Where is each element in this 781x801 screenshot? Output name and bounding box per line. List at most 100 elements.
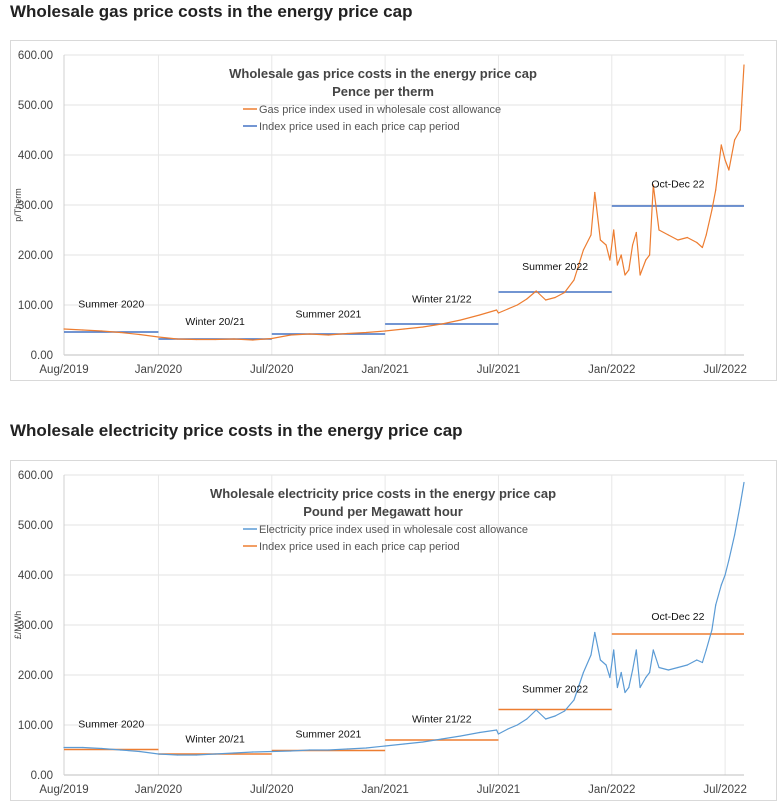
chart1-index-point	[667, 669, 670, 671]
chart0-index-point	[628, 269, 630, 271]
chart1-index-point	[327, 749, 330, 751]
chart0-index-point	[554, 296, 556, 299]
chart0-legend-label: Index price used in each price cap perio…	[259, 121, 460, 133]
chart1-index-point	[214, 753, 216, 755]
chart1-index-point	[728, 559, 730, 561]
chart1-x-tick-label: Jul/2021	[477, 784, 520, 796]
chart1-index-point	[101, 747, 103, 750]
chart0-index-point	[495, 309, 498, 311]
chart1-index-point	[631, 669, 634, 671]
chart1-index-point	[609, 676, 611, 679]
chart1-index-point	[628, 686, 630, 689]
chart1-index-point	[157, 753, 160, 755]
chart0-index-point	[403, 328, 405, 330]
chart1-index-point	[308, 749, 311, 751]
chart1-index-point	[616, 686, 619, 689]
chart1-index-point	[495, 729, 498, 731]
chart0-index-point	[214, 338, 216, 341]
chart0-index-point	[176, 338, 178, 340]
chart0-index-point	[686, 236, 688, 239]
chart1-index-point	[605, 664, 607, 666]
chart1-index-point	[582, 671, 585, 674]
chart0-index-point	[422, 326, 424, 328]
chart1-index-point	[705, 649, 707, 651]
chart0-y-tick-label: 100.00	[18, 300, 53, 312]
chart1-subtitle: Pound per Megawatt hour	[303, 504, 463, 519]
chart0-y-tick-label: 600.00	[18, 50, 53, 62]
chart1-index-point	[733, 534, 736, 536]
chart0-index-point	[599, 239, 602, 241]
chart0-index-point	[624, 274, 626, 276]
chart1-index-point	[526, 718, 528, 720]
chart1-index-point	[554, 715, 556, 717]
chart1-y-tick-label: 0.00	[31, 770, 53, 782]
chart1-index-point	[624, 691, 626, 694]
chart0-index-point	[613, 229, 615, 231]
chart0-index-point	[648, 254, 651, 256]
chart1-index-point	[120, 749, 122, 751]
chart0-index-point	[733, 139, 736, 141]
chart1-index-point	[233, 752, 235, 754]
chart1-index-point	[507, 728, 509, 730]
chart1-index-point	[290, 750, 292, 752]
chart1-index-point	[497, 733, 500, 735]
chart1-x-tick-label: Jan/2020	[135, 784, 182, 796]
chart0-index-point	[645, 259, 647, 261]
chart0-index-point	[728, 169, 730, 171]
chart0-index-point	[701, 246, 704, 249]
chart1-index-point	[403, 743, 405, 745]
chart1-annotation-summer-2020: Summer 2020	[78, 719, 144, 731]
chart1-index-point	[739, 504, 741, 506]
electricity-chart-panel: 0.00 100.00 200.00 300.00 400.00 500.00 600.00…	[10, 460, 777, 801]
chart1-x-tick-label: Aug/2019	[39, 784, 88, 796]
chart0-index-point	[82, 329, 84, 331]
chart1-index-point	[648, 671, 651, 674]
chart0-index-point	[720, 144, 722, 146]
chart0-index-point	[63, 328, 65, 330]
chart1-index-point	[696, 659, 698, 661]
chart0-index-point	[497, 312, 500, 314]
chart0-index-point	[711, 209, 713, 211]
chart0-annotation-summer-2022: Summer 2022	[522, 261, 588, 273]
chart0-index-point	[620, 254, 622, 256]
chart0-y-tick-label: 200.00	[18, 250, 53, 262]
chart0-index-point	[743, 64, 745, 66]
chart0-x-tick-label: Aug/2019	[39, 364, 88, 376]
chart0-index-point	[639, 274, 641, 276]
chart1-index-point	[441, 738, 443, 740]
chart1-index-point	[677, 666, 679, 669]
chart1-index-point	[658, 666, 660, 669]
electricity-section-heading: Wholesale electricity price costs in the…	[10, 421, 463, 440]
chart1-annotation-summer-2022: Summer 2022	[522, 684, 588, 696]
chart0-index-point	[101, 330, 103, 332]
chart1-index-point	[82, 746, 84, 749]
chart0-index-point	[526, 298, 528, 300]
chart0-index-point	[195, 338, 197, 341]
chart0-index-point	[478, 314, 481, 316]
chart1-index-point	[635, 649, 637, 651]
chart1-x-tick-label: Jan/2021	[361, 784, 408, 796]
chart0-index-point	[590, 234, 592, 236]
chart1-index-point	[720, 584, 722, 586]
chart0-index-point	[594, 191, 596, 194]
chart0-index-point	[631, 244, 634, 246]
chart0-y-tick-label: 300.00	[18, 200, 53, 212]
chart1-index-point	[701, 661, 704, 664]
chart1-index-point	[346, 748, 348, 750]
chart0-x-tick-label: Jul/2022	[703, 364, 746, 376]
chart0-index-point	[138, 333, 141, 336]
chart1-y-tick-label: 200.00	[18, 670, 53, 682]
chart0-index-point	[652, 184, 654, 186]
chart0-index-point	[739, 129, 741, 131]
chart1-y-tick-label: 500.00	[18, 520, 53, 532]
chart1-y-tick-label: 600.00	[18, 470, 53, 482]
chart1-legend-label: Index price used in each price cap perio…	[259, 541, 460, 553]
chart1-legend-label: Electricity price index used in wholesal…	[259, 524, 528, 536]
chart0-index-point	[507, 308, 509, 310]
chart0-y-tick-label: 400.00	[18, 150, 53, 162]
chart0-annotation-winter-20-21: Winter 20/21	[185, 316, 245, 328]
chart1-index-point	[573, 699, 575, 701]
chart0-index-point	[724, 159, 726, 161]
chart1-index-point	[686, 664, 688, 666]
chart0-y-tick-label: 500.00	[18, 100, 53, 112]
